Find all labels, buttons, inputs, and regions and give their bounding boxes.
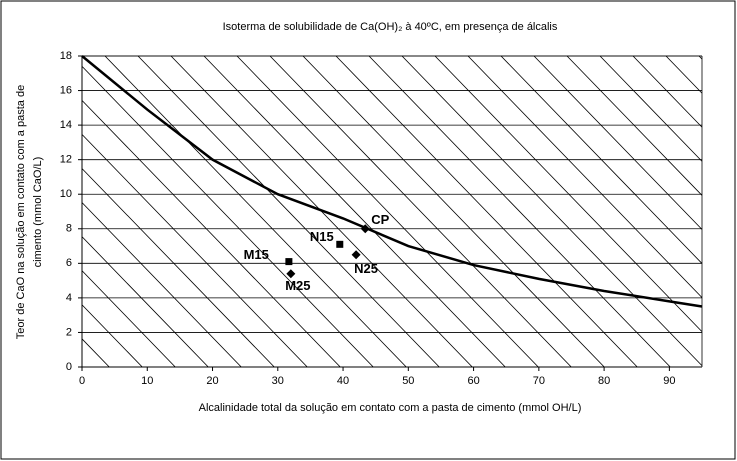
y-axis-label: Teor de CaO na solução em contato com a …: [15, 85, 27, 339]
hatch-line: [368, 56, 671, 367]
hatch-line: [82, 338, 110, 367]
hatch-line: [82, 236, 209, 367]
hatch-line: [82, 65, 374, 367]
y-tick-label: 0: [66, 361, 72, 373]
y-tick-label: 10: [60, 188, 72, 200]
x-tick-label: 50: [402, 375, 414, 387]
point-label: N25: [354, 261, 378, 276]
point-marker: [336, 240, 344, 248]
hatch-pattern: [82, 56, 702, 367]
x-tick-label: 0: [79, 375, 85, 387]
x-tick-label: 80: [598, 375, 610, 387]
hatch-line: [434, 56, 702, 333]
hatch-line: [533, 56, 702, 231]
x-tick-label: 10: [141, 375, 153, 387]
y-tick-label: 14: [60, 119, 72, 131]
x-tick-label: 20: [206, 375, 218, 387]
y-tick-label: 6: [66, 257, 72, 269]
point-marker: [360, 224, 370, 234]
hatch-line: [566, 56, 702, 196]
point-marker: [285, 258, 293, 266]
point-label: M15: [244, 247, 269, 262]
hatch-line: [401, 56, 702, 367]
isotherm-curve: [81, 55, 703, 308]
hatch-line: [632, 56, 702, 128]
hatch-line: [170, 56, 473, 367]
hatch-line: [82, 270, 176, 367]
hatch-line: [302, 56, 605, 367]
hatch-line: [599, 56, 702, 162]
hatch-line: [467, 56, 702, 299]
y-tick-label: 16: [60, 84, 72, 96]
x-tick-label: 90: [663, 375, 675, 387]
x-tick-label: 70: [533, 375, 545, 387]
y-tick-label: 2: [66, 326, 72, 338]
hatch-line: [500, 56, 702, 265]
x-tick-label: 30: [272, 375, 284, 387]
hatch-line: [236, 56, 539, 367]
hatch-line: [82, 99, 341, 367]
hatch-line: [137, 56, 440, 367]
x-tick-label: 40: [337, 375, 349, 387]
hatch-line: [82, 133, 308, 367]
chart-title: Isoterma de solubilidade de Ca(OH)₂ à 40…: [223, 21, 558, 33]
y-tick-label: 18: [60, 50, 72, 62]
hatch-line: [82, 202, 242, 367]
hatch-line: [82, 167, 275, 367]
point-label: M25: [285, 278, 310, 293]
x-tick-label: 60: [467, 375, 479, 387]
hatch-line: [335, 56, 638, 367]
hatch-line: [269, 56, 572, 367]
hatch-line: [82, 304, 143, 367]
y-axis-label: cimento (mmol CaO/L): [32, 157, 44, 268]
point-label: CP: [371, 212, 389, 227]
y-tick-label: 12: [60, 154, 72, 166]
x-axis-label: Alcalinidade total da solução em contato…: [199, 402, 582, 414]
point-label: N15: [310, 229, 334, 244]
point-marker: [286, 269, 296, 279]
y-tick-label: 8: [66, 223, 72, 235]
y-tick-label: 4: [66, 292, 72, 304]
hatch-line: [104, 56, 407, 367]
point-marker: [351, 250, 361, 260]
